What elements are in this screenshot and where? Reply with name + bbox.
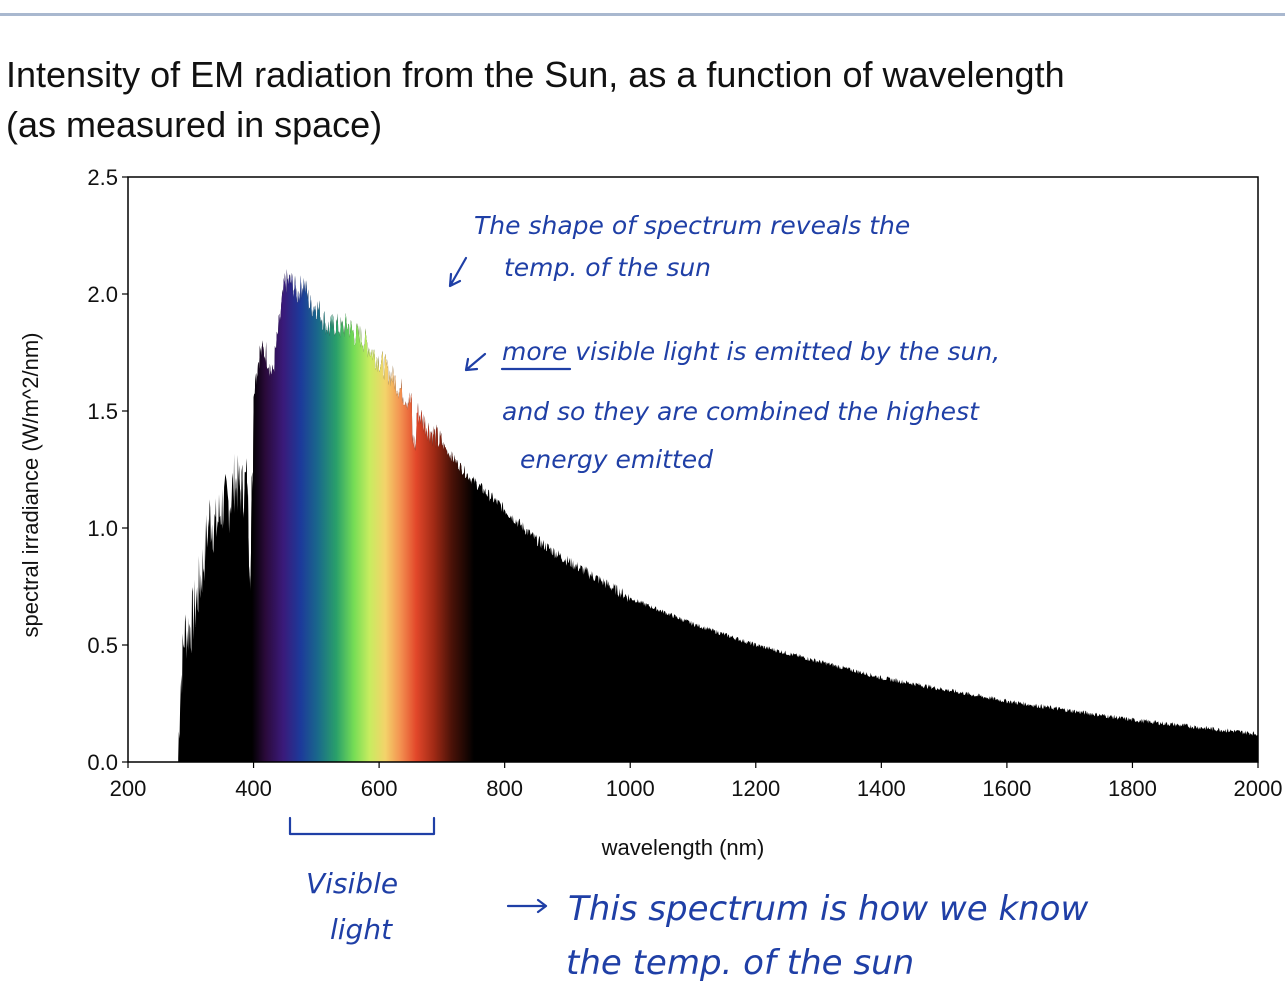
y-tick-label: 0.5	[87, 633, 118, 658]
x-tick-label: 2000	[1234, 776, 1283, 801]
plot-frame	[127, 176, 1259, 763]
x-tick-label: 1200	[731, 776, 780, 801]
annotation-visible-line-1: more visible light is emitted by the sun…	[502, 337, 1000, 366]
spectrum-layer	[178, 269, 1259, 762]
axes-layer: 200 400 600 800 1000 1200 1400 1600 1800 2000 0.0 0…	[87, 165, 1282, 801]
visible-light-label-line-1: Visible	[306, 867, 398, 900]
top-divider	[0, 13, 1285, 16]
x-axis-title: wavelength (nm)	[601, 835, 765, 860]
y-tick-label: 0.0	[87, 750, 118, 775]
x-tick-label: 1800	[1108, 776, 1157, 801]
bottom-note-line-1: This spectrum is how we know	[568, 889, 1088, 929]
y-tick-label: 2.5	[87, 165, 118, 190]
x-tick-label: 800	[486, 776, 523, 801]
annotation-visible-line-2: and so they are combined the highest	[502, 397, 980, 426]
x-tick-label: 400	[235, 776, 272, 801]
annotation-arrow-2	[464, 352, 487, 372]
y-axis-title: spectral irradiance (W/m^2/nm)	[18, 333, 43, 638]
annotation-visible-line-3: energy emitted	[520, 445, 713, 474]
y-tick-label: 2.0	[87, 282, 118, 307]
annotation-shape-line-1: The shape of spectrum reveals the	[474, 211, 910, 240]
annotation-arrow-3	[506, 898, 548, 914]
annotation-arrow-1	[448, 256, 468, 288]
x-tick-label: 600	[361, 776, 398, 801]
x-tick-label: 1000	[606, 776, 655, 801]
y-tick-label: 1.5	[87, 399, 118, 424]
visible-color-band	[234, 269, 486, 762]
x-tick-label: 1400	[857, 776, 906, 801]
visible-band-bracket	[288, 816, 436, 836]
page-title: Intensity of EM radiation from the Sun, …	[6, 50, 1065, 150]
visible-light-label-line-2: light	[330, 913, 393, 946]
bottom-note-line-2: the temp. of the sun	[566, 943, 914, 983]
handwritten-annotations: The shape of spectrum reveals the temp. …	[288, 211, 1088, 983]
y-tick-label: 1.0	[87, 516, 118, 541]
annotation-shape-line-2: temp. of the sun	[504, 253, 711, 282]
x-tick-label: 200	[110, 776, 147, 801]
title-line-1: Intensity of EM radiation from the Sun, …	[6, 54, 1065, 95]
title-line-2: (as measured in space)	[6, 104, 383, 145]
x-tick-label: 1600	[982, 776, 1031, 801]
